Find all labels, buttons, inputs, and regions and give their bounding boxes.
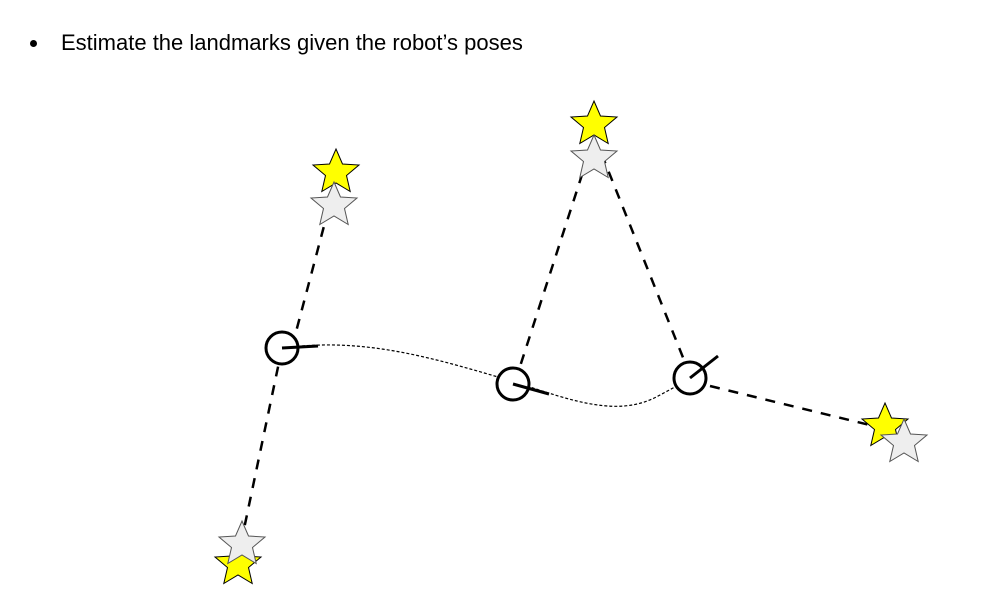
true-landmark-star-icon <box>570 134 618 178</box>
heading-indicator <box>689 354 719 380</box>
landmark-2 <box>570 100 618 178</box>
landmark-4 <box>861 402 928 462</box>
observation-ray <box>513 149 592 383</box>
robot-pose-2 <box>495 366 550 402</box>
observation-ray <box>709 384 891 432</box>
observation-ray <box>598 149 692 376</box>
heading-indicator <box>512 382 550 396</box>
bullet-text: Estimate the landmarks given the robot’s… <box>61 30 523 55</box>
bullet-item: Estimate the landmarks given the robot’s… <box>26 30 523 56</box>
landmark-1 <box>310 148 360 225</box>
true-landmark-star-icon <box>310 181 358 225</box>
trajectory-path <box>291 344 689 407</box>
estimated-landmark-star-icon <box>312 148 360 192</box>
robot-pose-1 <box>264 330 319 366</box>
robot-pose-3 <box>672 354 719 396</box>
bullet-dot-icon <box>30 39 37 47</box>
landmark-3 <box>214 520 266 584</box>
heading-indicator <box>281 344 319 350</box>
observation-ray <box>238 347 284 549</box>
